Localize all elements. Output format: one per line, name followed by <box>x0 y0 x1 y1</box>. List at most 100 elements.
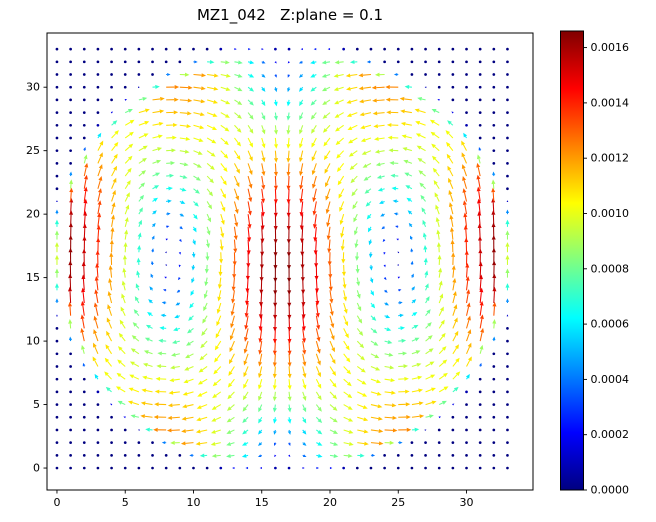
zero-velocity-dot <box>465 453 468 457</box>
velocity-arrow-shaft <box>201 378 208 383</box>
velocity-arrow-head <box>400 326 406 331</box>
velocity-arrow-shaft <box>463 168 468 177</box>
velocity-arrow-shaft <box>466 306 470 316</box>
velocity-arrow-head <box>410 260 414 265</box>
velocity-arrow-head <box>325 195 330 201</box>
velocity-arrow-head <box>426 309 431 314</box>
velocity-arrow-head <box>370 303 376 309</box>
velocity-arrow-shaft <box>244 353 249 362</box>
zero-velocity-dot <box>96 47 100 51</box>
velocity-arrow-head <box>301 326 306 331</box>
velocity-arrow-shaft <box>370 277 372 280</box>
velocity-arrow-head <box>258 326 263 331</box>
velocity-arrow-shaft <box>124 196 129 202</box>
velocity-arrow-shaft <box>437 233 440 240</box>
velocity-arrow-shaft <box>379 150 385 153</box>
velocity-arrow-head <box>243 383 248 389</box>
velocity-arrow-head <box>179 239 182 243</box>
velocity-arrow-head <box>505 230 510 235</box>
velocity-arrow-shaft <box>149 326 153 329</box>
velocity-arrow-shaft <box>206 150 213 155</box>
velocity-arrow-head <box>378 428 384 433</box>
velocity-arrow-head <box>300 48 303 51</box>
zero-velocity-dot <box>383 60 386 64</box>
velocity-arrow-shaft <box>302 417 305 420</box>
velocity-arrow-shaft <box>179 162 185 165</box>
velocity-arrow-head <box>479 314 484 320</box>
velocity-arrow-head <box>134 296 139 302</box>
zero-velocity-dot <box>55 428 59 432</box>
velocity-arrow-head <box>388 352 394 357</box>
velocity-arrow-shaft <box>302 442 304 444</box>
velocity-arrow-head <box>54 254 59 260</box>
velocity-arrow-shaft <box>95 293 99 304</box>
velocity-arrow-shaft <box>342 239 345 247</box>
velocity-arrow-shaft <box>138 122 146 126</box>
velocity-arrow-head <box>207 204 213 210</box>
velocity-arrow-shaft <box>204 302 208 308</box>
velocity-arrow-head <box>213 99 219 104</box>
velocity-arrow-head <box>476 198 482 204</box>
velocity-arrow-head <box>261 171 266 177</box>
velocity-arrow-head <box>273 158 278 163</box>
velocity-arrow-head <box>110 214 115 220</box>
velocity-arrow-shaft <box>343 315 347 323</box>
velocity-arrow-shaft <box>463 156 467 164</box>
velocity-arrow-shaft <box>201 366 208 371</box>
velocity-arrow-head <box>105 386 111 392</box>
velocity-arrow-head <box>352 204 357 210</box>
velocity-arrow-head <box>287 290 292 295</box>
velocity-arrow-shaft <box>173 378 180 381</box>
velocity-arrow-shaft <box>288 366 291 375</box>
velocity-arrow-head <box>150 273 154 278</box>
zero-velocity-dot <box>178 466 182 470</box>
velocity-arrow-head <box>449 227 455 232</box>
velocity-arrow-shaft <box>246 302 249 314</box>
velocity-arrow-shaft <box>83 266 85 278</box>
velocity-arrow-head <box>184 72 190 77</box>
velocity-arrow-shaft <box>247 214 251 225</box>
velocity-arrow-shaft <box>384 404 393 406</box>
velocity-arrow-shaft <box>328 239 331 249</box>
velocity-arrow-head <box>188 85 193 90</box>
velocity-arrow-shaft <box>425 274 427 278</box>
velocity-arrow-head <box>369 278 374 284</box>
velocity-arrow-head <box>434 192 439 198</box>
velocity-arrow-head <box>273 430 277 435</box>
velocity-arrow-shaft <box>479 266 482 278</box>
zero-velocity-dot <box>410 47 414 51</box>
velocity-arrow-head <box>227 394 232 400</box>
velocity-arrow-head <box>286 158 291 163</box>
zero-velocity-dot <box>219 47 223 51</box>
velocity-arrow-head <box>274 454 277 458</box>
zero-velocity-dot <box>96 123 100 127</box>
velocity-arrow-head <box>114 130 119 135</box>
velocity-arrow-shaft <box>450 206 454 215</box>
zero-velocity-dot <box>164 466 168 470</box>
velocity-arrow-head <box>273 302 278 308</box>
velocity-arrow-shaft <box>259 353 263 363</box>
velocity-arrow-head <box>405 185 411 190</box>
velocity-arrow-shaft <box>246 290 249 302</box>
zero-velocity-dot <box>478 428 482 432</box>
velocity-arrow-head <box>287 326 292 332</box>
velocity-arrow-shaft <box>231 328 235 337</box>
velocity-arrow-shaft <box>234 74 239 77</box>
velocity-arrow-head <box>441 332 446 338</box>
velocity-arrow-shaft <box>438 297 442 304</box>
velocity-arrow-shaft <box>411 301 414 304</box>
zero-velocity-dot <box>492 123 496 127</box>
velocity-arrow-shaft <box>355 239 358 244</box>
velocity-arrow-head <box>243 360 248 366</box>
velocity-arrow-head <box>424 429 427 431</box>
velocity-arrow-shaft <box>215 378 222 384</box>
velocity-arrow-shaft <box>302 315 305 327</box>
velocity-arrow-head <box>237 73 243 78</box>
velocity-arrow-head <box>216 308 221 314</box>
velocity-arrow-head <box>227 382 233 388</box>
velocity-arrow-head <box>452 278 457 283</box>
zero-velocity-dot <box>55 466 59 470</box>
velocity-arrow-shaft <box>302 366 305 374</box>
velocity-arrow-head <box>144 337 150 342</box>
velocity-arrow-head <box>230 311 235 317</box>
